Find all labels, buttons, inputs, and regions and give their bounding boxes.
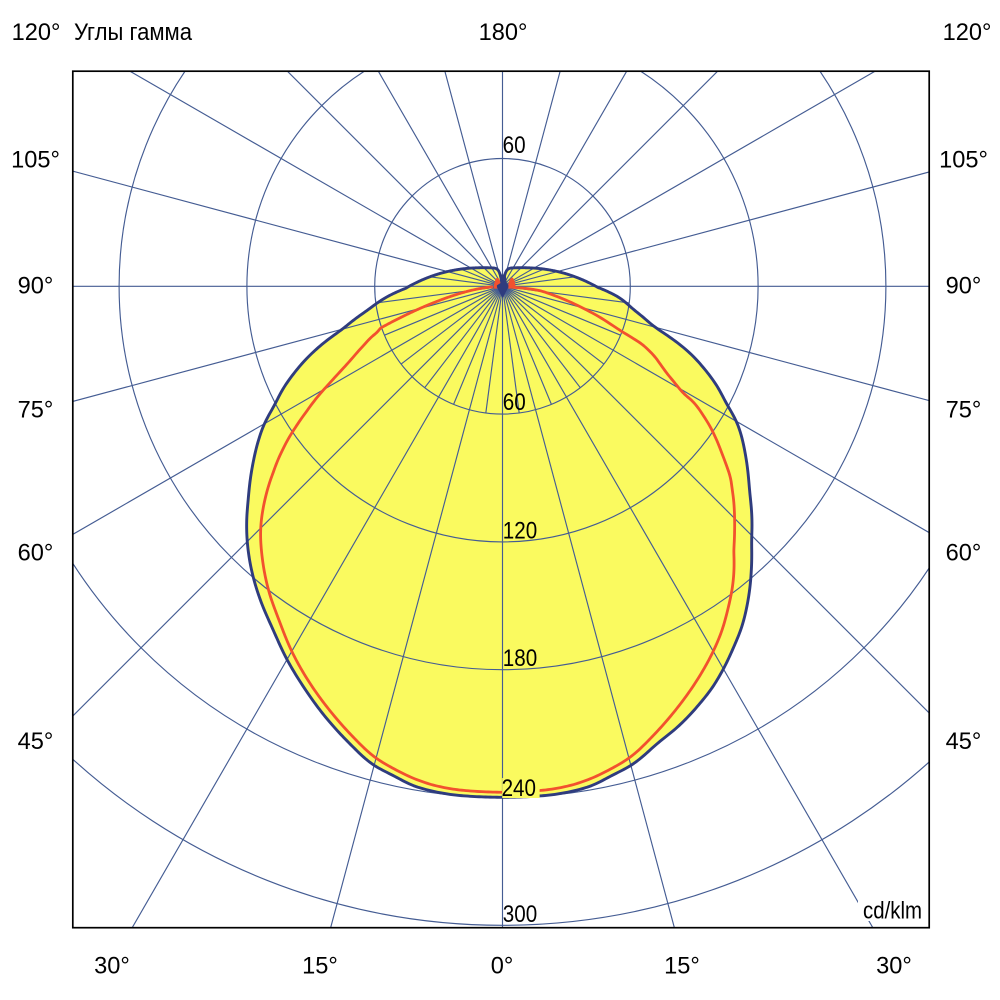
svg-text:90°: 90° bbox=[18, 274, 54, 300]
svg-text:30°: 30° bbox=[94, 953, 130, 979]
svg-text:75°: 75° bbox=[946, 397, 982, 423]
svg-text:45°: 45° bbox=[18, 729, 54, 755]
svg-text:105°: 105° bbox=[11, 147, 60, 173]
svg-text:15°: 15° bbox=[664, 953, 700, 979]
svg-text:120: 120 bbox=[503, 517, 537, 544]
svg-text:30°: 30° bbox=[876, 953, 912, 979]
svg-text:60°: 60° bbox=[18, 541, 54, 567]
svg-text:60: 60 bbox=[503, 132, 526, 159]
svg-text:15°: 15° bbox=[302, 953, 338, 979]
svg-text:cd/klm: cd/klm bbox=[863, 898, 922, 925]
svg-text:90°: 90° bbox=[946, 274, 982, 300]
svg-text:120°: 120° bbox=[12, 20, 61, 46]
svg-text:300: 300 bbox=[503, 901, 537, 928]
svg-text:60°: 60° bbox=[946, 541, 982, 567]
svg-text:Углы гамма: Углы гамма bbox=[74, 20, 193, 46]
svg-text:180°: 180° bbox=[479, 20, 528, 46]
svg-text:60: 60 bbox=[503, 389, 526, 416]
svg-text:120°: 120° bbox=[943, 20, 992, 46]
svg-text:45°: 45° bbox=[946, 729, 982, 755]
svg-text:180: 180 bbox=[503, 645, 537, 672]
svg-text:0°: 0° bbox=[491, 953, 514, 979]
svg-text:240: 240 bbox=[502, 775, 536, 802]
svg-text:105°: 105° bbox=[939, 147, 988, 173]
svg-text:75°: 75° bbox=[18, 397, 54, 423]
